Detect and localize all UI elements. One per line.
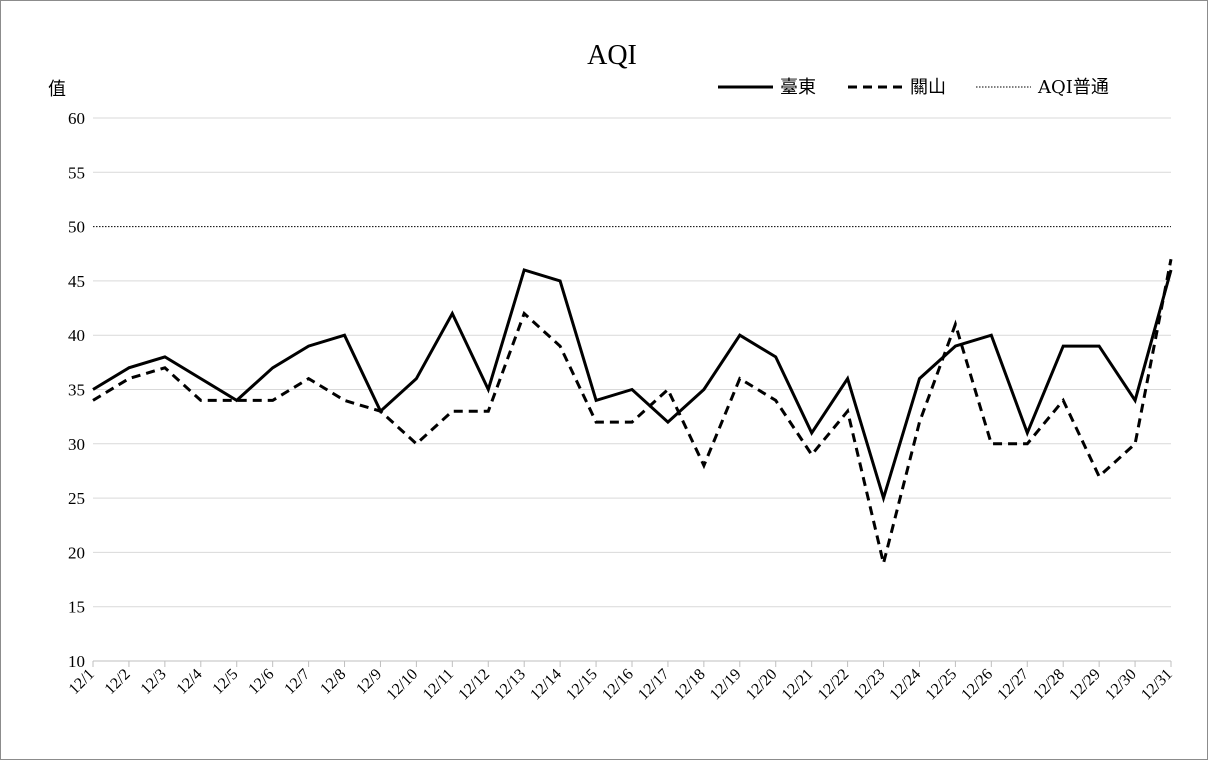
y-tick-label-20: 20 (68, 543, 85, 562)
legend-label-2: AQI普通 (1037, 77, 1109, 98)
chart-title: AQI (587, 40, 637, 71)
x-tick-label-30: 12/31 (1138, 666, 1176, 704)
series-lines (92, 258, 1173, 564)
y-tick-label-60: 60 (68, 109, 85, 128)
x-tick-label-17: 12/18 (671, 666, 709, 704)
y-tick-label-25: 25 (68, 489, 85, 508)
y-tick-label-10: 10 (68, 652, 85, 671)
x-tick-label-27: 12/28 (1030, 666, 1068, 704)
x-tick-label-4: 12/5 (209, 666, 241, 698)
x-tick-label-25: 12/26 (958, 666, 996, 704)
y-tick-label-50: 50 (68, 218, 85, 237)
x-tick-label-28: 12/29 (1066, 666, 1104, 704)
x-tick-label-24: 12/25 (922, 666, 960, 704)
series-line-1 (92, 258, 1173, 564)
x-tick-label-11: 12/12 (455, 666, 493, 704)
legend-label-0: 臺東 (780, 77, 816, 98)
x-tick-label-5: 12/6 (245, 666, 277, 698)
y-tick-label-35: 35 (68, 381, 85, 400)
legend-label-1: 關山 (910, 77, 946, 98)
x-tick-label-2: 12/3 (138, 666, 170, 698)
x-tick-label-8: 12/9 (353, 666, 385, 698)
x-tick-label-20: 12/21 (779, 666, 817, 704)
y-tick-label-30: 30 (68, 435, 85, 454)
x-tick-label-7: 12/8 (317, 666, 349, 698)
x-tick-label-10: 12/11 (420, 666, 457, 703)
x-tick-label-6: 12/7 (281, 666, 313, 698)
x-tick-label-26: 12/27 (994, 666, 1032, 704)
x-tick-label-9: 12/10 (383, 666, 421, 704)
x-tick-label-18: 12/19 (707, 666, 745, 704)
x-tick-label-29: 12/30 (1102, 666, 1140, 704)
series-line-0 (92, 268, 1173, 504)
x-tick-label-23: 12/24 (886, 666, 924, 704)
x-tick-label-1: 12/2 (102, 666, 134, 698)
y-tick-label-15: 15 (68, 598, 85, 617)
x-tick-label-14: 12/15 (563, 666, 601, 704)
y-tick-label-40: 40 (68, 326, 85, 345)
x-tick-label-16: 12/17 (635, 666, 673, 704)
x-tick-label-12: 12/13 (491, 666, 529, 704)
legend: 臺東 關山 AQI普通 (718, 77, 1109, 98)
x-tick-label-13: 12/14 (527, 666, 565, 704)
x-tick-label-21: 12/22 (815, 666, 853, 704)
x-tick-label-19: 12/20 (743, 666, 781, 704)
x-tick-label-22: 12/23 (851, 666, 889, 704)
y-axis-label: 值 (48, 79, 66, 100)
y-tick-label-55: 55 (68, 163, 85, 182)
x-tick-label-3: 12/4 (173, 666, 205, 698)
y-tick-label-45: 45 (68, 272, 85, 291)
gridlines (93, 117, 1171, 608)
x-tick-label-15: 12/16 (599, 666, 637, 704)
